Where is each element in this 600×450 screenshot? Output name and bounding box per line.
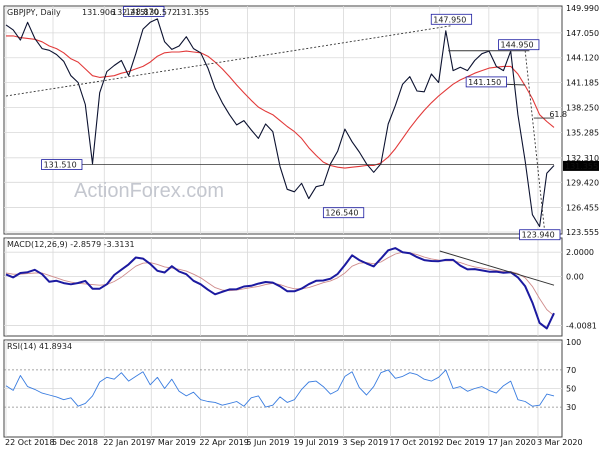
price-annotation-box <box>519 229 561 241</box>
x-tick-label: 3 Sep 2019 <box>343 438 389 447</box>
sma-line <box>6 35 555 169</box>
grid-layer <box>4 6 562 437</box>
x-tick-label: 5 Dec 2018 <box>52 438 98 447</box>
price-annotation-box <box>465 76 507 88</box>
price-y-tick-label: 135.285 <box>566 129 599 138</box>
fib-drop-line <box>524 50 545 229</box>
macd-y-tick-label: 2.0000 <box>566 248 594 257</box>
fib-level-label: 61.8 <box>549 110 567 119</box>
price-annotation-label: 147.950 <box>433 15 466 24</box>
current-price-tag <box>563 160 599 171</box>
ohlc-close: 131.355 <box>176 8 209 17</box>
price-y-tick-label: 138.250 <box>566 103 599 112</box>
current-price-label: 131.355 <box>565 162 598 171</box>
x-tick-label: 17 Oct 2019 <box>390 438 439 447</box>
rising-trendline <box>5 25 452 97</box>
x-tick-label: 22 Apr 2019 <box>199 438 248 447</box>
rsi-y-tick-label: 50 <box>566 385 576 394</box>
price-annotation-box <box>322 207 365 219</box>
ohlc-high: 132.215 <box>112 8 145 17</box>
macd-y-tick-label: -4.0081 <box>566 322 597 331</box>
price-y-tick-label: 144.120 <box>566 54 599 63</box>
rsi-y-tick-label: 70 <box>566 366 576 375</box>
price-annotation-label: 131.510 <box>44 161 77 170</box>
macd-line <box>5 247 555 330</box>
x-tick-label: 17 Jan 2020 <box>488 438 536 447</box>
price-annotation-label: 141.150 <box>468 78 501 87</box>
rsi-y-tick-label: 30 <box>566 403 576 412</box>
macd-y-tick-label: 0.00 <box>566 273 584 282</box>
price-y-tick-label: 126.455 <box>566 203 599 212</box>
price-y-tick-label: 123.555 <box>566 228 599 237</box>
x-tick-label: 22 Oct 2018 <box>5 438 54 447</box>
price-annotation-box <box>41 159 83 170</box>
price-annotation-label: 126.540 <box>325 209 358 218</box>
price-y-tick-label: 147.050 <box>566 29 599 38</box>
price-y-tick-label: 141.185 <box>566 79 599 88</box>
ohlc-low: 130.572 <box>144 8 177 17</box>
x-tick-label: 3 Mar 2020 <box>537 438 583 447</box>
price-annotation-label: 123.940 <box>522 231 555 240</box>
macd-panel-title: MACD(12,26,9) -2.8579 -3.3131 <box>7 240 135 249</box>
rsi-panel-title: RSI(14) 41.8934 <box>7 342 72 351</box>
price-annotation-box <box>123 6 165 17</box>
rsi-line <box>5 369 555 408</box>
x-tick-label: 22 Jan 2019 <box>103 438 151 447</box>
price-annotation-label: 144.950 <box>501 41 534 50</box>
macd-signal-line <box>5 251 555 317</box>
price-panel-title: GBPJPY, Daily <box>7 8 61 17</box>
ohlc-open: 131.906 <box>82 8 115 17</box>
x-tick-label: 19 Jul 2019 <box>293 438 338 447</box>
price-line <box>5 18 555 228</box>
price-y-tick-label: 132.310 <box>566 154 599 163</box>
macd-trendline <box>439 250 555 286</box>
series-layer <box>5 18 555 408</box>
price-annotation-box <box>498 39 540 51</box>
price-annotation-box <box>430 13 473 25</box>
x-tick-label: 2 Dec 2019 <box>439 438 485 447</box>
x-tick-label: 5 Jun 2019 <box>246 438 289 447</box>
price-y-tick-label: 149.990 <box>566 4 599 13</box>
macd-panel-frame <box>3 237 563 337</box>
price-y-tick-label: 129.420 <box>566 178 599 187</box>
x-tick-label: 7 Mar 2019 <box>150 438 196 447</box>
rsi-y-tick-label: 100 <box>566 338 581 347</box>
overlay-layer: 148.870 131.510 126.540 147.950 144.950 141.1… <box>5 6 599 286</box>
price-annotation-label: 148.870 <box>126 7 159 16</box>
watermark: ActionForex.com <box>74 180 224 202</box>
